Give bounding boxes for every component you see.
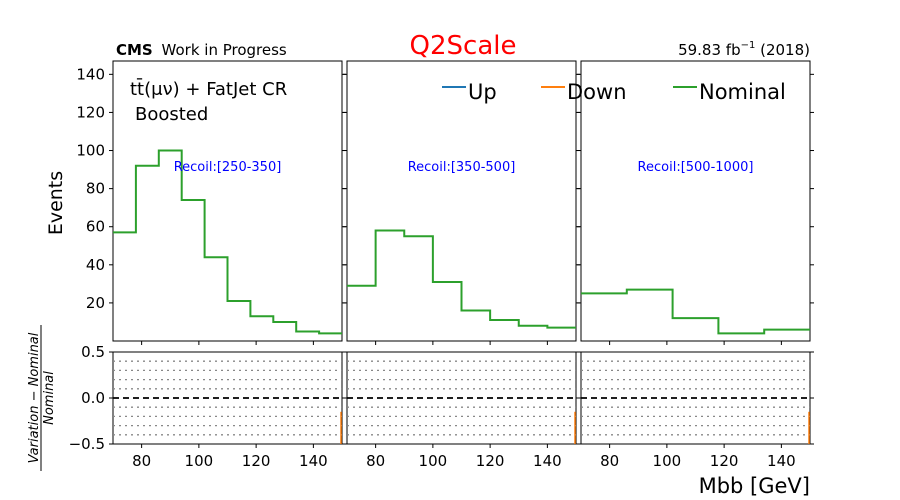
ratio-y-numerator: Variation − Nominal (27, 332, 42, 463)
x-tick-label: 100 (185, 452, 214, 470)
recoil-label: Recoil:[250-350] (174, 160, 282, 175)
y-tick-label: 140 (76, 65, 105, 83)
panel-3: Recoil:[500-1000] 80 100 120 140 (577, 60, 814, 470)
x-tick-label: 120 (476, 452, 505, 470)
panels: Recoil:[250-350] 20 40 60 80 100 120 140 −0.5 0.0… (69, 60, 814, 470)
ratio-y-tick-label: −0.5 (69, 435, 105, 453)
y-axis-title: Events (45, 171, 67, 235)
panel-1: Recoil:[250-350] 20 40 60 80 100 120 140 −0.5 0.0… (69, 60, 346, 470)
header-cms: CMS Work in Progress (116, 41, 287, 59)
legend-label: Down (567, 80, 627, 104)
legend-item-up: Up (442, 80, 497, 104)
lumi-label: 59.83 fb−1 (2018) (678, 40, 810, 59)
nominal-step-line (347, 229, 576, 329)
region-label: tt̄(μν) + FatJet CR (130, 78, 287, 100)
y-tick-label: 120 (76, 103, 105, 121)
x-tick-label: 140 (767, 452, 796, 470)
x-axis-title: Mbb [GeV] (699, 474, 810, 498)
chart-title: Q2Scale (410, 31, 517, 61)
x-tick-label: 120 (242, 452, 271, 470)
nominal-step-line (581, 288, 810, 335)
y-tick-label: 60 (86, 218, 105, 236)
x-tick-label: 80 (366, 452, 385, 470)
x-tick-label: 80 (600, 452, 619, 470)
legend: Up Down Nominal (442, 80, 786, 104)
recoil-label: Recoil:[350-500] (408, 160, 516, 175)
y-tick-label: 100 (76, 142, 105, 160)
x-tick-label: 140 (299, 452, 328, 470)
top-frame (580, 60, 811, 342)
ratio-y-tick-label: 0.0 (81, 389, 105, 407)
x-tick-label: 80 (132, 452, 151, 470)
legend-label: Nominal (699, 80, 786, 104)
recoil-label: Recoil:[500-1000] (638, 160, 754, 175)
y-tick-label: 20 (86, 294, 105, 312)
top-frame (112, 60, 343, 342)
legend-item-nominal: Nominal (673, 80, 786, 104)
region-sublabel: Boosted (135, 104, 208, 125)
ratio-y-tick-label: 0.5 (81, 343, 105, 361)
legend-label: Up (468, 80, 497, 104)
x-tick-label: 100 (653, 452, 682, 470)
top-frame (346, 60, 577, 342)
y-tick-label: 80 (86, 180, 105, 198)
ratio-y-axis-title: Variation − Nominal Nominal (27, 325, 57, 471)
panel-2: Recoil:[350-500] 80 100 120 140 (343, 60, 580, 470)
x-tick-label: 140 (533, 452, 562, 470)
ratio-y-denominator: Nominal (42, 371, 57, 425)
nominal-step-line (113, 149, 342, 335)
legend-item-down: Down (541, 80, 627, 104)
y-tick-label: 40 (86, 256, 105, 274)
x-tick-label: 120 (710, 452, 739, 470)
x-tick-label: 100 (419, 452, 448, 470)
